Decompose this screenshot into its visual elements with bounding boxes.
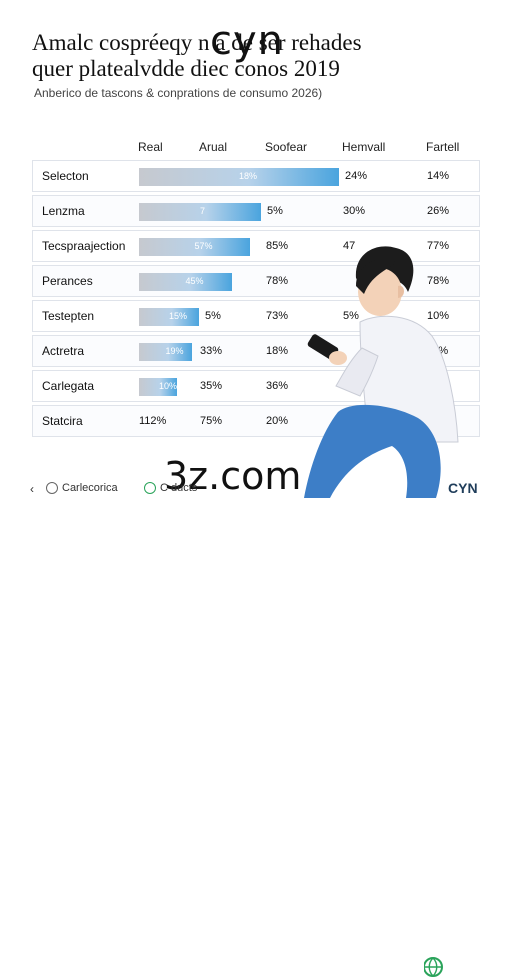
table-cell: 5% [343, 310, 359, 322]
column-header-2: Soofear [265, 140, 308, 154]
row-label: Carlegata [42, 379, 95, 393]
bar-value-label: 7 [200, 206, 206, 216]
table-row: Selecton 18% 24% 14% [32, 160, 480, 192]
row-bar [139, 168, 339, 186]
watermark: 3z.com [164, 454, 302, 498]
table-cell: 78% [266, 275, 289, 287]
row-bar [139, 273, 232, 291]
row-label: Selecton [42, 169, 89, 183]
person-legs [304, 404, 441, 498]
cyn-logo [424, 957, 443, 977]
table-cell: 18% [266, 345, 289, 357]
table-cell: 75% [200, 415, 223, 427]
table-cell: 30% [343, 205, 366, 217]
row-label: Actretra [42, 344, 85, 358]
table-cell: 26% [427, 205, 450, 217]
table-cell: 14% [427, 170, 450, 182]
column-header-1: Arual [199, 140, 228, 154]
table-row: Tecspraajection 57% 85% 47 77% [32, 230, 480, 262]
bar-value-label: 45% [185, 276, 204, 286]
table-cell: 33% [200, 345, 223, 357]
person-hand [329, 351, 347, 365]
column-header-4: Fartell [426, 140, 460, 154]
table-cell: 85% [266, 240, 289, 252]
table-row: Lenzma 7 5% 30% 26% [32, 195, 480, 227]
legend-label-0: Carlecorica [62, 482, 118, 494]
bar-value-label: 15% [169, 311, 188, 321]
table-cell: 24% [345, 170, 368, 182]
overlay-text: cyn [210, 18, 285, 64]
table-cell: 78% [427, 275, 450, 287]
person-with-phone-illustration [304, 246, 459, 498]
person-arm [335, 347, 379, 397]
column-header-3: Hemvall [342, 140, 386, 154]
table-row: Testepten 15% 5% 73% 5% 10% [32, 300, 480, 332]
legend-radio-0[interactable] [46, 482, 58, 494]
row-label: Testepten [42, 309, 95, 323]
footer: ‹ Carlecorica C ducts CYN [0, 476, 512, 977]
table-cell: 10% [427, 310, 450, 322]
table-cell: 35% [200, 380, 223, 392]
phone-icon [307, 334, 339, 360]
chevron-left-icon[interactable]: ‹ [30, 482, 34, 496]
table-cell: 5% [205, 310, 221, 322]
table-cell: 112% [139, 415, 167, 427]
row-bar [139, 308, 199, 326]
bar-value-label: 18% [239, 171, 258, 181]
row-bar [139, 378, 177, 396]
row-label: Statcira [42, 414, 83, 428]
title-line-1: Amalc cospréeqy n a de ser rehades [32, 30, 362, 55]
legend-label-1: C ducts [160, 482, 198, 494]
table-cell: 73% [266, 310, 289, 322]
row-bar [139, 203, 261, 221]
row-bar [139, 343, 192, 361]
table-header: Real Arual Soofear Hemvall Fartell [32, 138, 480, 158]
chart-subtitle: Anberico de tascons & conprations de con… [34, 86, 323, 100]
row-label: Perances [42, 274, 93, 288]
person-ear [398, 285, 404, 298]
table-cell: 77% [427, 240, 450, 252]
logo-text: CYN [448, 480, 478, 496]
table-cell: 47 [343, 240, 356, 252]
bar-value-label: 57% [194, 241, 213, 251]
person-hair-front [356, 259, 396, 294]
chart-title: Amalc cospréeqy n a de ser rehades quer … [32, 30, 472, 82]
row-bar [139, 238, 250, 256]
table-cell: 36% [266, 380, 289, 392]
table-cell: 20% [266, 415, 289, 427]
legend-radio-1[interactable] [144, 482, 156, 494]
bar-value-label: 10% [159, 381, 178, 391]
title-line-2: quer platealvdde diec conos 2019 [32, 56, 340, 81]
table-cell: 5% [267, 205, 283, 217]
row-label: Tecspraajection [42, 239, 126, 253]
bar-value-label: 19% [165, 346, 184, 356]
column-header-0: Real [138, 140, 163, 154]
row-label: Lenzma [42, 204, 85, 218]
